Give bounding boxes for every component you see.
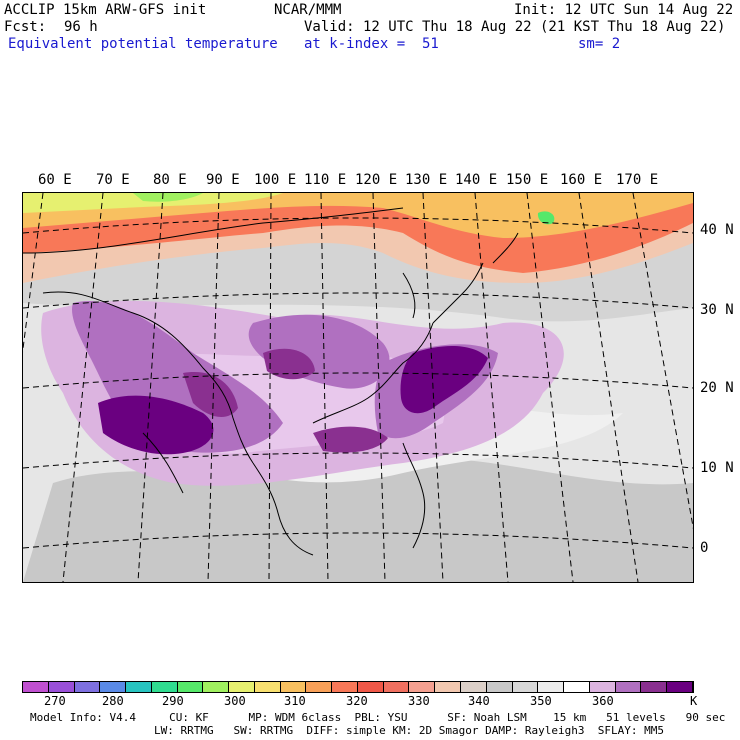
colorbar-swatch [229,682,255,692]
colorbar-swatch [306,682,333,692]
colorbar-tick: 320 [346,694,368,708]
colorbar-swatch [203,682,230,692]
lon-label: 90 E [206,172,240,188]
colorbar-swatch [74,682,101,692]
lon-label: 70 E [96,172,130,188]
map-panel [22,192,694,583]
colorbar-swatch [23,682,49,692]
colorbar-swatch [254,682,281,692]
smoothing-label: sm= 2 [578,36,621,52]
lon-label: 130 E [405,172,448,188]
lon-label: 120 E [355,172,398,188]
forecast-label: Fcst: [4,19,47,35]
valid-time: Valid: 12 UTC Thu 18 Aug 22 (21 KST Thu … [304,19,726,35]
colorbar-tick: 350 [530,694,552,708]
lat-label: 0 [700,540,709,556]
theta-e-field [23,193,693,582]
colorbar-tick: 300 [224,694,246,708]
colorbar-swatch [589,682,616,692]
colorbar-tick: 290 [162,694,184,708]
forecast-hour: 96 h [64,19,98,35]
colorbar-swatch [409,682,436,692]
colorbar-swatch [641,682,668,692]
colorbar-swatch [486,682,513,692]
colorbar-swatch [332,682,358,692]
model-info-line1: Model Info: V4.4 CU: KF MP: WDM 6class P… [30,711,726,724]
lon-label: 150 E [506,172,549,188]
colorbar [22,681,694,693]
colorbar-swatch [538,682,565,692]
lon-label: 170 E [616,172,659,188]
colorbar-swatch [435,682,462,692]
lon-label: 100 E [254,172,297,188]
model-title: ACCLIP 15km ARW-GFS init [4,2,207,18]
colorbar-tick: 360 [592,694,614,708]
variable-name: Equivalent potential temperature [8,36,278,52]
lat-label: 40 N [700,222,734,238]
lat-label: 30 N [700,302,734,318]
colorbar-tick: 310 [284,694,306,708]
model-info-line2: LW: RRTMG SW: RRTMG DIFF: simple KM: 2D … [154,724,664,737]
level-label: at k-index = 51 [304,36,439,52]
colorbar-swatch [512,682,539,692]
lon-label: 80 E [153,172,187,188]
colorbar-swatch [615,682,642,692]
lon-label: 140 E [455,172,498,188]
colorbar-tick: 270 [44,694,66,708]
colorbar-swatch [100,682,127,692]
colorbar-tick: 340 [468,694,490,708]
lat-label: 10 N [700,460,734,476]
colorbar-swatch [564,682,590,692]
colorbar-swatch [151,682,178,692]
colorbar-swatch [667,682,693,692]
colorbar-swatch [177,682,204,692]
lon-label: 110 E [304,172,347,188]
colorbar-swatch [461,682,487,692]
organization: NCAR/MMM [274,2,342,18]
lon-label: 60 E [38,172,72,188]
lat-label: 20 N [700,380,734,396]
colorbar-unit: K [690,694,698,708]
colorbar-swatch [280,682,307,692]
colorbar-swatch [357,682,384,692]
colorbar-tick: 280 [102,694,124,708]
init-time: Init: 12 UTC Sun 14 Aug 22 [514,2,734,18]
colorbar-swatch [48,682,75,692]
colorbar-swatch [383,682,410,692]
lon-label: 160 E [560,172,603,188]
colorbar-swatch [126,682,152,692]
colorbar-tick: 330 [408,694,430,708]
